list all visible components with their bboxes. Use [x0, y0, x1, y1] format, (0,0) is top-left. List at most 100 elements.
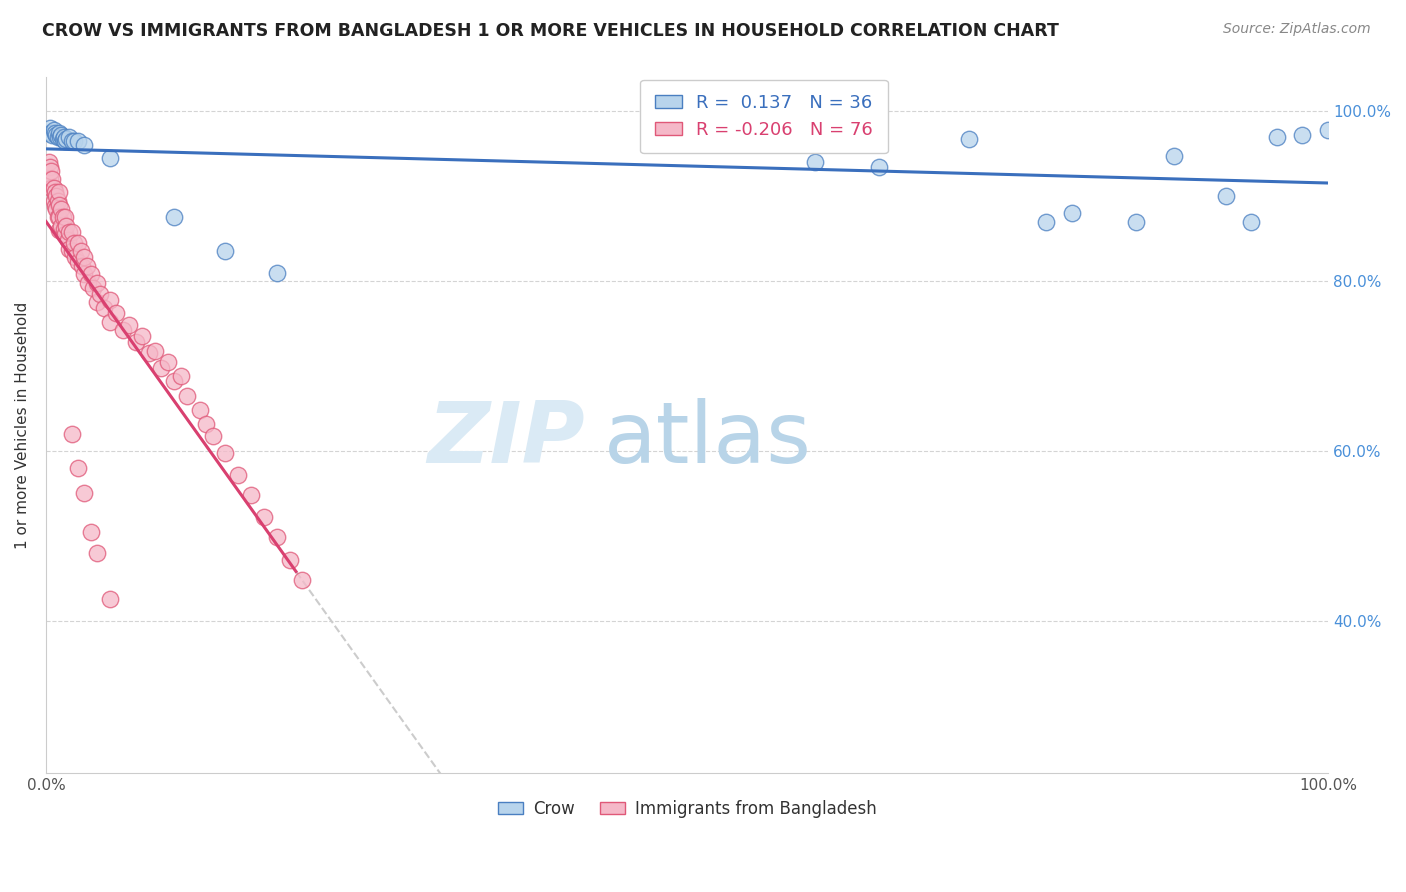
Point [73, 486, 96, 500]
Point [73, 268, 96, 282]
Point [98, 293, 121, 307]
Point [66, 255, 89, 269]
Point [63, 134, 86, 148]
Point [111, 323, 134, 337]
Point [143, 343, 166, 358]
Point [39, 163, 62, 178]
Point [48, 211, 70, 225]
Point [76, 259, 98, 273]
Point [58, 225, 80, 239]
Point [226, 467, 249, 482]
Point [60, 134, 83, 148]
Point [253, 510, 276, 524]
Point [1060, 206, 1083, 220]
Point [291, 573, 314, 587]
Point [48, 223, 70, 237]
Point [45, 189, 67, 203]
Point [38, 155, 60, 169]
Point [48, 185, 70, 199]
Point [44, 185, 66, 199]
Point [201, 428, 224, 442]
Point [52, 211, 75, 225]
Point [93, 301, 115, 316]
Point [66, 235, 89, 250]
Text: Source: ZipAtlas.com: Source: ZipAtlas.com [1223, 22, 1371, 37]
Point [38, 121, 60, 136]
Point [77, 276, 100, 290]
Point [38, 126, 60, 140]
Point [48, 126, 70, 140]
Point [52, 129, 75, 144]
Point [266, 266, 288, 280]
Point [69, 244, 91, 259]
Point [41, 172, 63, 186]
Point [131, 329, 153, 343]
Point [53, 211, 76, 225]
Point [51, 202, 73, 216]
Point [118, 318, 141, 333]
Point [48, 198, 70, 212]
Point [42, 181, 65, 195]
Point [52, 131, 75, 145]
Point [63, 235, 86, 250]
Point [957, 131, 980, 145]
Point [45, 128, 67, 143]
Point [58, 129, 80, 144]
Point [150, 360, 173, 375]
Point [51, 219, 73, 233]
Point [266, 531, 288, 545]
Point [46, 129, 69, 144]
Point [1163, 148, 1185, 162]
Text: atlas: atlas [603, 398, 811, 481]
Point [214, 244, 236, 259]
Point [82, 281, 104, 295]
Point [804, 155, 827, 169]
Point [38, 160, 60, 174]
Point [195, 417, 218, 431]
Point [73, 251, 96, 265]
Point [55, 219, 77, 233]
Point [163, 374, 186, 388]
Point [41, 128, 63, 143]
Point [80, 268, 103, 282]
Point [89, 286, 111, 301]
Point [44, 199, 66, 213]
Point [42, 123, 65, 137]
Point [53, 134, 76, 148]
Point [98, 315, 121, 329]
Point [52, 221, 75, 235]
Point [39, 181, 62, 195]
Point [868, 160, 890, 174]
Point [214, 445, 236, 459]
Point [65, 251, 87, 265]
Point [70, 259, 93, 273]
Text: ZIP: ZIP [427, 398, 585, 481]
Y-axis label: 1 or more Vehicles in Household: 1 or more Vehicles in Household [15, 301, 30, 549]
Point [278, 552, 301, 566]
Point [1265, 129, 1288, 144]
Point [86, 546, 108, 560]
Point [60, 225, 83, 239]
Point [55, 131, 77, 145]
Point [53, 227, 76, 242]
Point [46, 211, 69, 225]
Point [49, 129, 72, 144]
Point [1240, 215, 1263, 229]
Point [80, 524, 103, 539]
Point [56, 234, 79, 248]
Point [1317, 123, 1340, 137]
Point [86, 295, 108, 310]
Point [163, 211, 186, 225]
Text: CROW VS IMMIGRANTS FROM BANGLADESH 1 OR MORE VEHICLES IN HOUSEHOLD CORRELATION C: CROW VS IMMIGRANTS FROM BANGLADESH 1 OR … [42, 22, 1059, 40]
Legend: Crow, Immigrants from Bangladesh: Crow, Immigrants from Bangladesh [491, 793, 883, 824]
Point [1035, 215, 1057, 229]
Point [60, 244, 83, 259]
Point [45, 202, 67, 216]
Point [138, 346, 160, 360]
Point [98, 592, 121, 607]
Point [1291, 128, 1313, 143]
Point [39, 126, 62, 140]
Point [58, 242, 80, 256]
Point [60, 426, 83, 441]
Point [169, 369, 191, 384]
